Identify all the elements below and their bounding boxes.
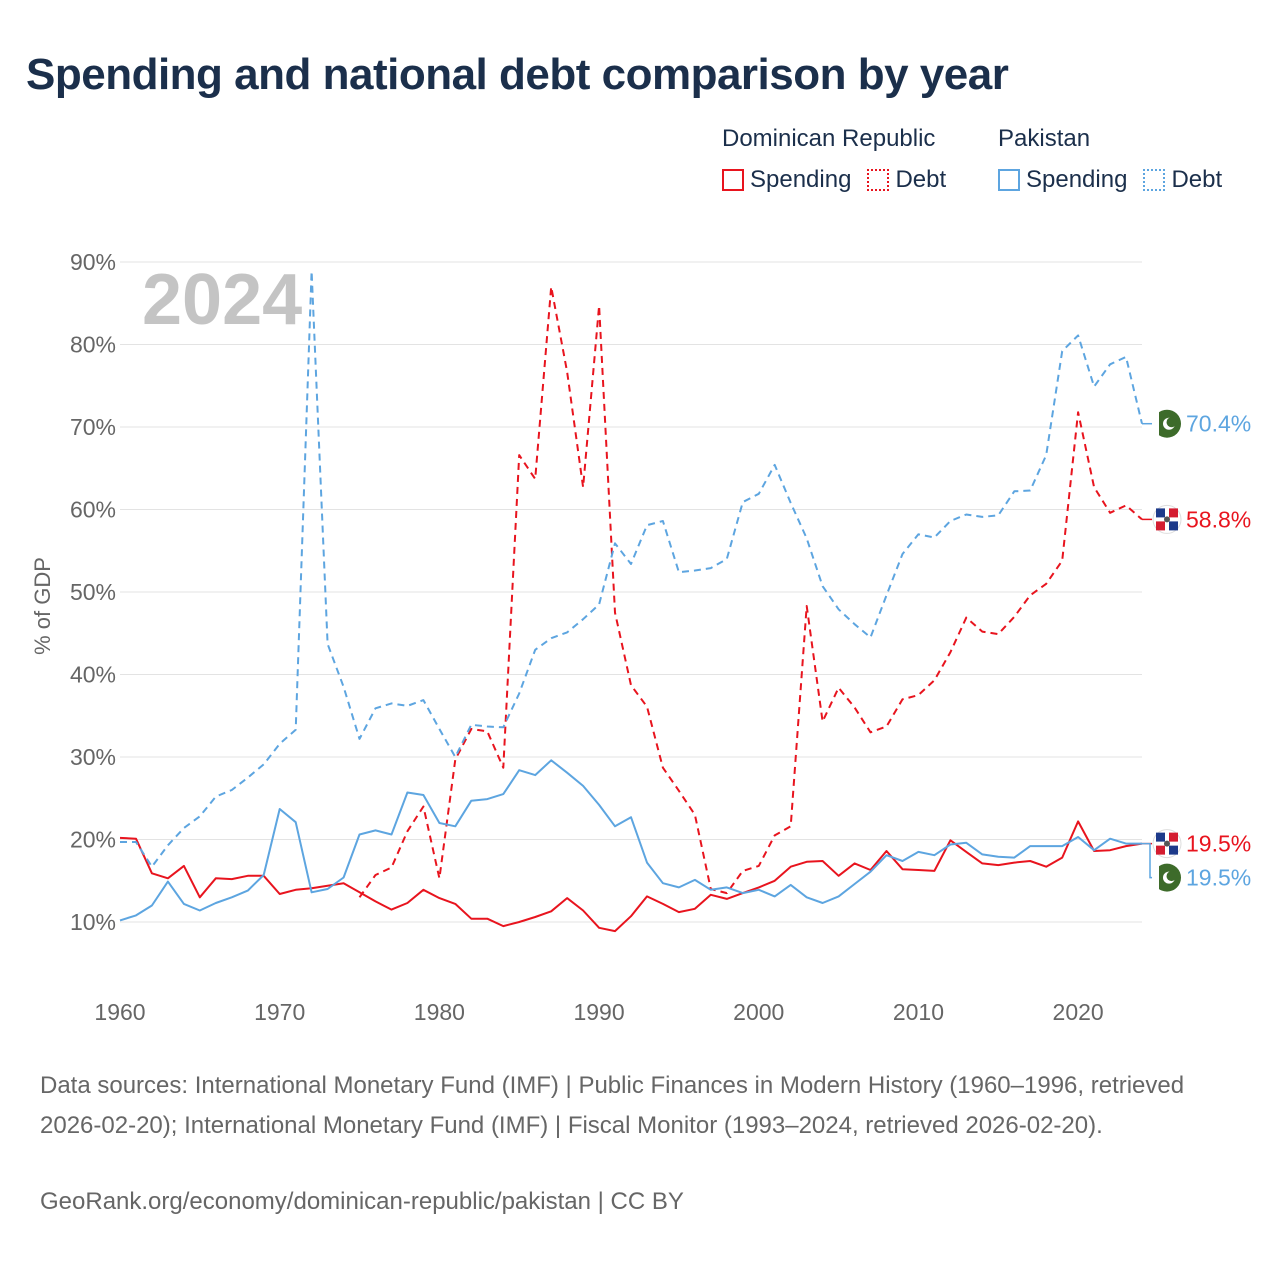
end-value-label: 70.4% <box>1186 411 1251 437</box>
x-tick-label: 1960 <box>94 999 145 1025</box>
dominican-flag-quarter <box>1156 845 1165 855</box>
legend-item-label: Spending <box>750 166 852 193</box>
series-line-pakistan-debt <box>120 270 1143 868</box>
pakistan-flag-stripe <box>1153 409 1159 438</box>
y-axis-label: % of GDP <box>30 557 55 655</box>
y-tick-label: 30% <box>70 744 116 770</box>
chart-title: Spending and national debt comparison by… <box>26 50 1009 99</box>
legend-country-label: Pakistan <box>998 125 1091 152</box>
year-watermark: 2024 <box>142 260 302 340</box>
series-line-pakistan-spending <box>119 759 1142 922</box>
legend-item-label: Debt <box>1171 166 1223 193</box>
legend-country-label: Dominican Republic <box>722 125 936 152</box>
line-chart: 10% 20% 30% 40% 50% 60% 70% 80% 90% 1960 1970 1980 1… <box>30 249 1251 1025</box>
legend-item-dr-debt[interactable]: Debt <box>867 166 946 194</box>
series-line-dominican-republic-spending <box>119 820 1143 933</box>
legend-item-label: Debt <box>895 166 947 193</box>
dominican-flag-quarter <box>1169 508 1178 518</box>
x-tick-label: 2000 <box>733 999 784 1025</box>
dominican-flag-quarter <box>1156 832 1165 842</box>
end-value-label: 58.8% <box>1186 506 1251 532</box>
legend-group-dominican-republic: Dominican Republic Spending Debt <box>722 124 962 194</box>
legend-item-pk-spending[interactable]: Spending <box>998 166 1127 194</box>
y-tick-label: 50% <box>70 579 116 605</box>
y-tick-label: 40% <box>70 662 116 688</box>
dominican-flag-emblem <box>1164 840 1170 847</box>
legend-swatch-dotted <box>867 169 890 191</box>
dominican-flag-quarter <box>1156 521 1165 531</box>
pakistan-flag-crescent-cut <box>1166 417 1177 428</box>
dominican-flag-quarter <box>1169 521 1178 531</box>
data-sources-note: Data sources: International Monetary Fun… <box>40 1072 1185 1139</box>
legend-swatch-dotted <box>1143 169 1166 191</box>
legend-swatch-solid <box>722 169 744 191</box>
y-tick-label: 70% <box>70 414 116 440</box>
y-tick-label: 80% <box>70 332 116 358</box>
pakistan-flag-stripe <box>1153 863 1159 892</box>
dominican-flag-quarter <box>1156 508 1165 518</box>
y-tick-label: 20% <box>70 827 116 853</box>
credit-link[interactable]: GeoRank.org/economy/dominican-republic/p… <box>40 1188 684 1215</box>
end-value-label: 19.5% <box>1186 865 1251 891</box>
y-tick-label: 90% <box>70 249 116 275</box>
x-tick-label: 1970 <box>254 999 305 1025</box>
x-tick-label: 2010 <box>893 999 944 1025</box>
x-tick-label: 1990 <box>573 999 624 1025</box>
pakistan-flag-crescent-cut <box>1166 871 1177 882</box>
legend-item-label: Spending <box>1026 166 1128 193</box>
dominican-flag-quarter <box>1169 845 1178 855</box>
end-value-label: 19.5% <box>1186 831 1251 857</box>
dominican-flag-quarter <box>1169 832 1178 842</box>
legend-group-pakistan: Pakistan Spending Debt <box>998 124 1238 194</box>
x-tick-label: 1980 <box>414 999 465 1025</box>
x-tick-label: 2020 <box>1053 999 1104 1025</box>
legend-item-dr-spending[interactable]: Spending <box>722 166 851 194</box>
y-tick-label: 60% <box>70 497 116 523</box>
legend-item-pk-debt[interactable]: Debt <box>1143 166 1222 194</box>
end-label-connector <box>1142 842 1152 879</box>
legend-swatch-solid <box>998 169 1020 191</box>
y-tick-label: 10% <box>70 909 116 935</box>
dominican-flag-emblem <box>1164 516 1170 523</box>
series-line-dominican-republic-debt <box>358 285 1143 898</box>
